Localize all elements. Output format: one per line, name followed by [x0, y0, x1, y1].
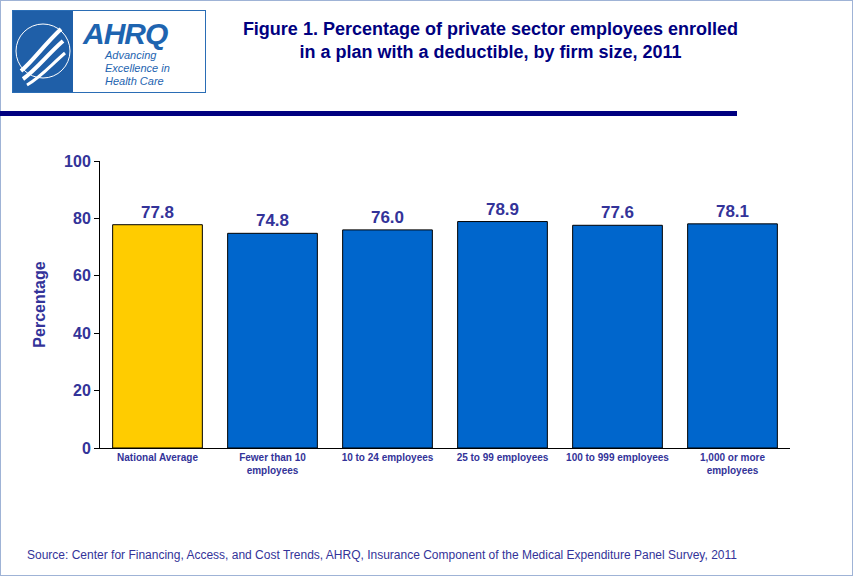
svg-text:100: 100: [64, 153, 91, 170]
html-text:AHRQ: AHRQ: [83, 17, 168, 50]
svg-text:100 to 999 employees: 100 to 999 employees: [566, 452, 669, 463]
svg-text:National Average: National Average: [117, 452, 198, 463]
svg-text:1,000 or moreemployees: 1,000 or moreemployees: [700, 452, 765, 476]
svg-text:78.1: 78.1: [716, 202, 749, 221]
svg-text:40: 40: [73, 325, 91, 342]
svg-text:78.9: 78.9: [486, 200, 519, 219]
svg-text:80: 80: [73, 210, 91, 227]
svg-text:74.8: 74.8: [256, 211, 289, 230]
html-text:Health Care: Health Care: [105, 75, 164, 87]
svg-text:Percentage: Percentage: [31, 261, 48, 347]
svg-text:60: 60: [73, 267, 91, 284]
svg-text:20: 20: [73, 382, 91, 399]
svg-text:77.8: 77.8: [141, 203, 174, 222]
svg-text:0: 0: [82, 440, 91, 457]
svg-text:77.6: 77.6: [601, 203, 634, 222]
html-text:Excellence in: Excellence in: [105, 62, 170, 74]
svg-text:Fewer than 10employees: Fewer than 10employees: [239, 452, 306, 476]
svg-text:76.0: 76.0: [371, 208, 404, 227]
svg-text:10 to 24 employees: 10 to 24 employees: [342, 452, 434, 463]
svg-text:25 to 99 employees: 25 to 99 employees: [457, 452, 549, 463]
html-text:Advancing: Advancing: [105, 49, 157, 61]
svg-text:Figure 1. Percentage of privat: Figure 1. Percentage of private sector e…: [243, 19, 738, 62]
svg-text:Source: Center for Financing,: Source: Center for Financing, Access, an…: [27, 548, 737, 562]
